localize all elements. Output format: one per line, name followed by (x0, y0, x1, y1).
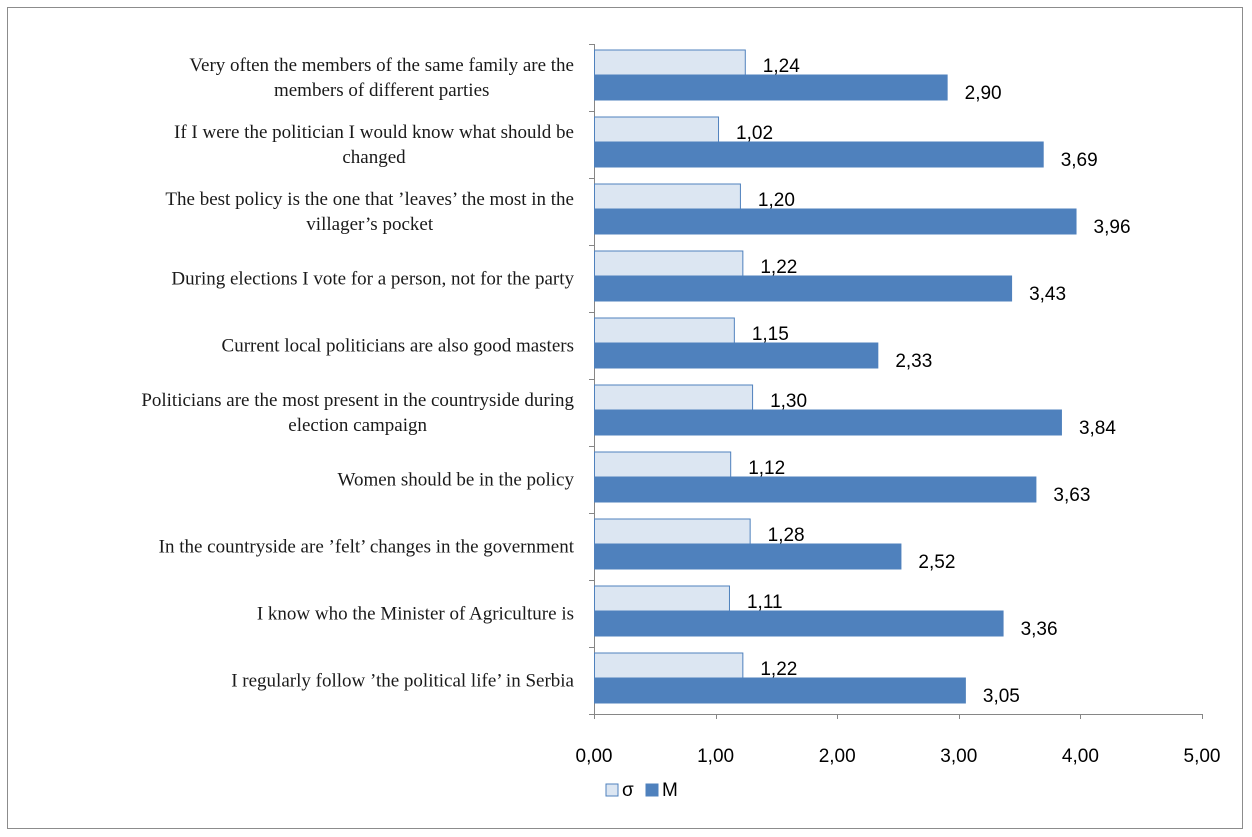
bar-mean (594, 543, 902, 570)
category-label: If I were the politician I would know wh… (174, 122, 574, 168)
bar-sigma (594, 384, 754, 411)
category-label-line: During elections I vote for a person, no… (171, 269, 574, 290)
bar-mean (594, 476, 1037, 503)
bar-mean (594, 677, 966, 704)
data-label-mean: 3,63 (1053, 485, 1090, 506)
x-tick-label: 0,00 (576, 746, 613, 767)
data-label-mean: 3,96 (1094, 217, 1131, 238)
data-label-mean: 3,84 (1079, 418, 1116, 439)
legend-swatch-sigma (605, 783, 619, 797)
category-label-line: villager’s pocket (306, 214, 434, 235)
x-tick-label: 1,00 (697, 746, 734, 767)
data-label-mean: 3,69 (1061, 150, 1098, 171)
category-label-line: members of different parties (274, 80, 489, 101)
bar-sigma (594, 518, 751, 545)
data-label-sigma: 1,24 (763, 56, 800, 77)
data-label-mean: 2,90 (965, 83, 1002, 104)
category-label: I know who the Minister of Agriculture i… (257, 604, 574, 625)
bar-sigma (594, 116, 720, 143)
data-label-sigma: 1,22 (760, 659, 797, 680)
category-label: The best policy is the one that ’leaves’… (165, 189, 574, 235)
category-label-line: The best policy is the one that ’leaves’… (165, 189, 574, 210)
category-label: During elections I vote for a person, no… (171, 269, 574, 290)
data-label-sigma: 1,02 (736, 123, 773, 144)
data-label-mean: 3,36 (1021, 619, 1058, 640)
bar-mean (594, 409, 1062, 436)
category-label-line: In the countryside are ’felt’ changes in… (159, 537, 575, 558)
x-tick-label: 3,00 (940, 746, 977, 767)
bar-chart: 0,00 1,00 2,00 3,00 4,00 5,00 1,24 2,90 Very oft… (141, 44, 1221, 801)
bar-sigma (594, 250, 744, 277)
data-label-mean: 2,52 (918, 552, 955, 573)
x-tick-label: 4,00 (1062, 746, 1099, 767)
chart-frame: 0,00 1,00 2,00 3,00 4,00 5,00 1,24 2,90 Very oft… (7, 7, 1243, 829)
category-label: In the countryside are ’felt’ changes in… (159, 537, 575, 558)
x-tick-label: 2,00 (819, 746, 856, 767)
data-label-sigma: 1,20 (758, 190, 795, 211)
x-tick-label: 5,00 (1184, 746, 1221, 767)
bar-mean (594, 610, 1004, 637)
category-label-line: If I were the politician I would know wh… (174, 122, 574, 143)
category-label: I regularly follow ’the political life’ … (231, 671, 574, 692)
category-label: Very often the members of the same famil… (189, 55, 574, 101)
bar-sigma (594, 183, 741, 210)
category-label-line: I know who the Minister of Agriculture i… (257, 604, 574, 625)
data-label-sigma: 1,12 (748, 458, 785, 479)
data-label-sigma: 1,28 (768, 525, 805, 546)
bar-sigma (594, 317, 735, 344)
category-label: Current local politicians are also good … (222, 336, 574, 357)
data-label-sigma: 1,15 (752, 324, 789, 345)
bar-sigma (594, 585, 730, 612)
data-label-sigma: 1,22 (760, 257, 797, 278)
category-label: Politicians are the most present in the … (141, 390, 574, 436)
data-label-mean: 3,43 (1029, 284, 1066, 305)
bar-mean (594, 141, 1044, 168)
category-label-line: I regularly follow ’the political life’ … (231, 671, 574, 692)
category-label: Women should be in the policy (338, 470, 575, 491)
data-label-sigma: 1,11 (747, 592, 783, 613)
bar-mean (594, 342, 879, 369)
category-label-line: election campaign (288, 415, 427, 436)
category-label-line: Women should be in the policy (338, 470, 575, 491)
bar-mean (594, 275, 1013, 302)
category-label-line: Politicians are the most present in the … (141, 390, 574, 411)
legend-label-mean: M (662, 780, 678, 801)
data-label-mean: 2,33 (895, 351, 932, 372)
bar-sigma (594, 451, 732, 478)
data-label-mean: 3,05 (983, 686, 1020, 707)
bar-mean (594, 74, 948, 101)
legend-swatch-mean (645, 783, 659, 797)
bar-sigma (594, 652, 744, 679)
bar-mean (594, 208, 1077, 235)
category-label-line: Very often the members of the same famil… (189, 55, 574, 76)
bar-sigma (594, 49, 746, 76)
legend-label-sigma: σ (622, 780, 634, 801)
category-label-line: changed (342, 147, 406, 168)
category-label-line: Current local politicians are also good … (222, 336, 574, 357)
data-label-sigma: 1,30 (770, 391, 807, 412)
